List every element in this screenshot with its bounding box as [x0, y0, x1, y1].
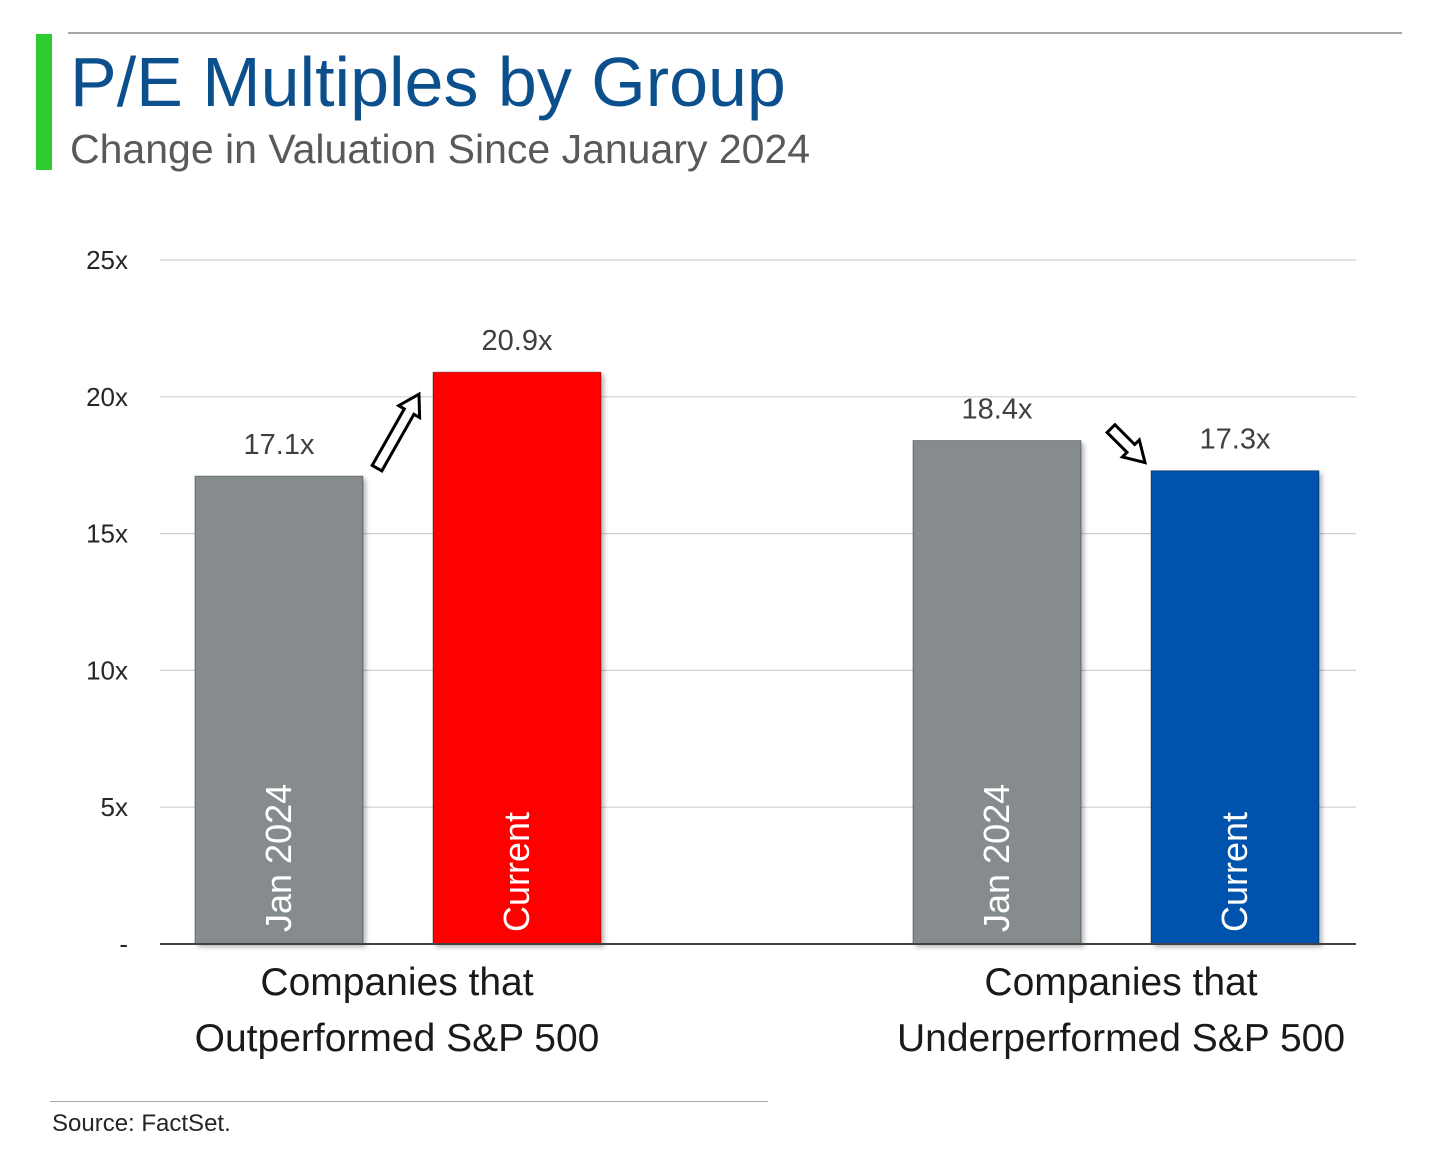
chart-title: P/E Multiples by Group [70, 43, 786, 121]
arrow-down-icon [1104, 422, 1148, 465]
bar-value-label: 20.9x [482, 325, 553, 357]
title-accent-bar [36, 34, 52, 170]
x-category-label: Underperformed S&P 500 [897, 1017, 1345, 1060]
bar [432, 371, 602, 945]
bar-value-label: 17.3x [1200, 424, 1271, 456]
bar-value-label: 17.1x [244, 429, 315, 461]
bar [194, 475, 364, 945]
y-tick-label: 25x [86, 245, 128, 275]
x-category-label: Companies that [260, 961, 533, 1004]
bar-category-label: Current [1214, 812, 1255, 932]
y-tick-label: 10x [86, 655, 128, 685]
bar [1150, 470, 1320, 945]
bar-chart: - 5x 10x 15x 20x 25x 17.1x Jan 2024 20.9x Current… [86, 245, 1356, 1060]
y-tick-label: - [119, 929, 128, 959]
x-category-label: Companies that [984, 961, 1257, 1004]
bar [912, 440, 1082, 945]
source-rule [50, 1101, 768, 1102]
y-tick-label: 20x [86, 382, 128, 412]
arrow-up-icon [370, 391, 422, 473]
chart-subtitle: Change in Valuation Since January 2024 [70, 126, 811, 172]
bar-category-label: Jan 2024 [976, 784, 1017, 932]
x-category-label: Outperformed S&P 500 [195, 1017, 600, 1060]
bar-category-label: Current [496, 812, 537, 932]
y-tick-label: 5x [101, 792, 128, 822]
bar-category-label: Jan 2024 [258, 784, 299, 932]
y-tick-label: 15x [86, 519, 128, 549]
bar-value-label: 18.4x [962, 394, 1033, 426]
source-note: Source: FactSet. [52, 1110, 231, 1137]
top-rule [68, 32, 1402, 34]
